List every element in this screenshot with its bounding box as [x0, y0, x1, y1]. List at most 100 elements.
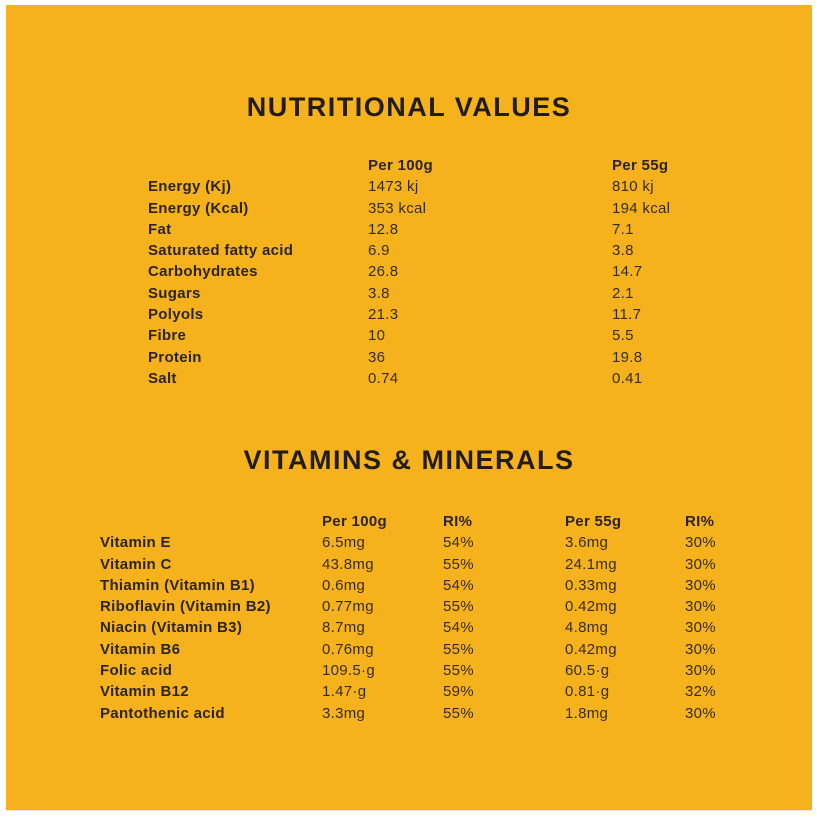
table-row: Niacin (Vitamin B3) 8.7mg 54% 4.8mg 30%	[100, 617, 775, 638]
vitamin-label: Vitamin B12	[100, 683, 189, 701]
nutrient-per100: 36	[368, 348, 386, 366]
nutritional-values-title: NUTRITIONAL VALUES	[246, 92, 572, 122]
vitamin-label: Vitamin E	[100, 534, 171, 552]
table-row: Energy (Kj) 1473 kj 810 kj	[148, 176, 772, 197]
vitamin-ri100: 55%	[443, 640, 474, 658]
vitamin-ri55: 30%	[685, 598, 716, 616]
nutrition-label-card: NUTRITIONAL VALUES Per 100g Per 55g Ener…	[6, 5, 812, 810]
header-spacer	[148, 155, 368, 176]
vitamin-per100: 0.77mg	[322, 598, 374, 616]
nutrient-per55: 194 kcal	[612, 199, 671, 217]
table-header-row: Per 100g RI% Per 55g RI%	[100, 511, 775, 532]
table-row: Protein 36 19.8	[148, 347, 772, 368]
header-per-55g: Per 55g	[612, 157, 669, 174]
table-row: Vitamin C 43.8mg 55% 24.1mg 30%	[100, 554, 775, 575]
vitamin-per55: 0.42mg	[565, 598, 617, 616]
vitamin-per55: 0.81·g	[565, 683, 610, 701]
vitamin-ri100: 55%	[443, 704, 474, 722]
vitamin-per100: 8.7mg	[322, 619, 366, 637]
vitamin-ri55: 30%	[685, 576, 716, 594]
vitamins-minerals-title: VITAMINS & MINERALS	[243, 445, 575, 475]
table-row: Salt 0.74 0.41	[148, 368, 772, 389]
vitamin-ri55: 30%	[685, 640, 716, 658]
vitamin-ri55: 30%	[685, 619, 716, 637]
vitamin-per55: 0.42mg	[565, 640, 617, 658]
table-row: Carbohydrates 26.8 14.7	[148, 261, 772, 282]
nutrient-per55: 14.7	[612, 263, 643, 281]
header-ri-percent: RI%	[443, 513, 473, 530]
vitamin-ri55: 32%	[685, 683, 716, 701]
vitamin-ri100: 54%	[443, 576, 474, 594]
table-row: Thiamin (Vitamin B1) 0.6mg 54% 0.33mg 30…	[100, 575, 775, 596]
vitamin-per55: 1.8mg	[565, 704, 609, 722]
nutrient-per100: 6.9	[368, 242, 390, 260]
header-per-100g: Per 100g	[368, 157, 433, 174]
nutrient-per100: 1473 kj	[368, 178, 419, 196]
vitamin-per55: 60.5·g	[565, 662, 610, 680]
vitamin-ri100: 55%	[443, 662, 474, 680]
nutrient-per55: 7.1	[612, 220, 634, 238]
nutrient-label: Sugars	[148, 284, 201, 302]
nutrient-per55: 11.7	[612, 306, 642, 324]
vitamin-ri100: 55%	[443, 555, 474, 573]
nutrient-per55: 19.8	[612, 348, 643, 366]
nutrient-per55: 3.8	[612, 242, 634, 260]
vitamin-per100: 1.47·g	[322, 683, 367, 701]
table-row: Folic acid 109.5·g 55% 60.5·g 30%	[100, 660, 775, 681]
vitamin-ri55: 30%	[685, 555, 716, 573]
nutrition-table: Per 100g Per 55g Energy (Kj) 1473 kj 810…	[148, 155, 772, 389]
table-row: Saturated fatty acid 6.9 3.8	[148, 240, 772, 261]
nutrient-per100: 3.8	[368, 284, 390, 302]
vitamin-per100: 0.6mg	[322, 576, 366, 594]
table-row: Fat 12.8 7.1	[148, 219, 772, 240]
table-row: Sugars 3.8 2.1	[148, 283, 772, 304]
table-row: Polyols 21.3 11.7	[148, 304, 772, 325]
nutrient-per55: 2.1	[612, 284, 634, 302]
nutrient-label: Saturated fatty acid	[148, 242, 294, 260]
vitamin-per55: 24.1mg	[565, 555, 617, 573]
vitamin-per55: 3.6mg	[565, 534, 609, 552]
vitamin-label: Riboflavin (Vitamin B2)	[100, 598, 271, 616]
header-ri-percent: RI%	[685, 513, 715, 530]
vitamin-per100: 6.5mg	[322, 534, 366, 552]
nutrient-label: Carbohydrates	[148, 263, 258, 281]
vitamin-label: Vitamin C	[100, 555, 172, 573]
vitamin-per100: 109.5·g	[322, 662, 375, 680]
nutrient-label: Fat	[148, 220, 172, 238]
vitamin-per100: 3.3mg	[322, 704, 366, 722]
nutrient-per100: 0.74	[368, 369, 399, 387]
vitamin-ri100: 54%	[443, 619, 474, 637]
vitamin-ri55: 30%	[685, 704, 716, 722]
vitamin-ri55: 30%	[685, 534, 716, 552]
vitamin-ri100: 55%	[443, 598, 474, 616]
vitamin-per100: 43.8mg	[322, 555, 374, 573]
table-row: Riboflavin (Vitamin B2) 0.77mg 55% 0.42m…	[100, 596, 775, 617]
nutrient-label: Fibre	[148, 327, 187, 345]
nutrient-per55: 0.41	[612, 369, 643, 387]
nutrient-label: Protein	[148, 348, 202, 366]
nutrient-per100: 353 kcal	[368, 199, 427, 217]
nutrient-per100: 26.8	[368, 263, 399, 281]
nutrient-per55: 5.5	[612, 327, 634, 345]
nutrient-label: Energy (Kcal)	[148, 199, 249, 217]
vitamin-ri100: 54%	[443, 534, 474, 552]
header-per-100g: Per 100g	[322, 513, 387, 530]
vitamin-ri100: 59%	[443, 683, 474, 701]
header-per-55g: Per 55g	[565, 513, 622, 530]
nutrient-per100: 10	[368, 327, 386, 345]
nutrient-label: Salt	[148, 369, 177, 387]
header-spacer	[100, 511, 322, 532]
vitamin-label: Vitamin B6	[100, 640, 181, 658]
table-row: Pantothenic acid 3.3mg 55% 1.8mg 30%	[100, 703, 775, 724]
table-header-row: Per 100g Per 55g	[148, 155, 772, 176]
vitamin-ri55: 30%	[685, 662, 716, 680]
table-row: Energy (Kcal) 353 kcal 194 kcal	[148, 198, 772, 219]
vitamin-label: Pantothenic acid	[100, 704, 225, 722]
table-row: Vitamin B6 0.76mg 55% 0.42mg 30%	[100, 639, 775, 660]
nutrient-label: Energy (Kj)	[148, 178, 232, 196]
vitamin-per55: 4.8mg	[565, 619, 609, 637]
vitamin-label: Thiamin (Vitamin B1)	[100, 576, 255, 594]
table-row: Vitamin E 6.5mg 54% 3.6mg 30%	[100, 532, 775, 553]
vitamin-label: Niacin (Vitamin B3)	[100, 619, 243, 637]
